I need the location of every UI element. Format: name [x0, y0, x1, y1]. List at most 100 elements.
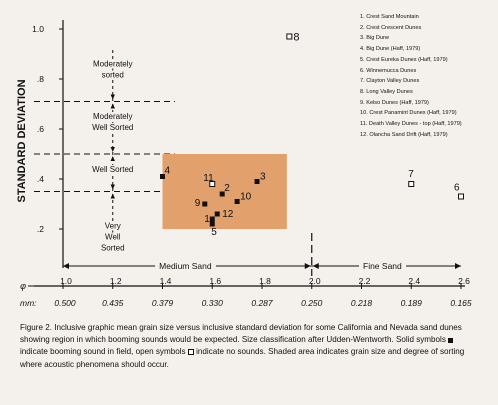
legend-item: 8. Long Valley Dunes	[360, 88, 413, 95]
point-1-label: 1	[204, 214, 210, 225]
phi-symbol: φ	[20, 281, 26, 291]
range-arrow-head	[312, 263, 319, 269]
y-axis-title: STANDARD DEVIATION	[16, 79, 28, 202]
legend-item: 12. Olancha Sand Drift (Haff, 1979)	[360, 131, 448, 138]
x-tick-label: 1.0	[60, 276, 72, 286]
legend: 1. Crest Sand Mountain 2. Crest Crescent …	[360, 12, 496, 140]
x-tick-label: 2.4	[408, 276, 420, 286]
caption-text-3: indicate no sounds. Shaded area indicate…	[20, 347, 465, 369]
y-tick-label: .2	[37, 224, 44, 234]
point-6-label: 6	[454, 183, 460, 194]
arrow-head	[110, 147, 115, 152]
mm-tick-label: 0.165	[450, 298, 472, 308]
legend-item: 6. Winnemucca Dunes	[360, 67, 417, 74]
point-6-marker	[458, 193, 464, 200]
mm-tick-label: 0.218	[351, 298, 373, 308]
range-arrow-head	[63, 263, 69, 269]
open-square-icon	[187, 348, 194, 355]
mm-tick-label: 0.330	[202, 298, 224, 308]
point-12-label: 12	[222, 209, 234, 220]
mm-tick-label: 0.189	[401, 298, 423, 308]
mm-tick-label: 0.379	[152, 298, 174, 308]
point-11-marker	[209, 181, 216, 187]
label-backing	[91, 59, 134, 69]
x-tick-label: 2.6	[458, 276, 470, 286]
mm-tick-label: 0.250	[301, 298, 323, 308]
label-backing	[155, 261, 216, 271]
mm-tick-label: 0.287	[251, 298, 273, 308]
size-class-label: Medium Sand	[159, 261, 212, 271]
point-3-marker	[254, 179, 260, 184]
mm-tick-label: 0.500	[54, 298, 76, 308]
label-backing	[91, 112, 134, 121]
point-1-marker	[209, 216, 215, 222]
y-tick-label: .4	[37, 174, 44, 184]
label-backing	[103, 221, 122, 231]
point-7-label: 7	[408, 169, 414, 180]
x-tick-label: 1.2	[110, 276, 122, 286]
caption-text-2: indicate booming sound in field, open sy…	[20, 347, 186, 357]
figure-caption: Figure 2. Inclusive graphic mean grain s…	[20, 322, 482, 371]
range-arrow-head	[455, 263, 461, 269]
point-10-label: 10	[240, 192, 252, 203]
point-10-marker	[234, 199, 240, 204]
y-tick-label: 1.0	[32, 24, 44, 34]
label-backing	[91, 123, 135, 132]
legend-item: 4. Big Dune (Haff, 1979)	[360, 46, 421, 53]
arrow-head	[110, 193, 115, 199]
sorting-class-label: Well	[105, 233, 121, 242]
legend-item: 9. Kelso Dunes (Haff, 1979)	[360, 99, 429, 106]
legend-item: 2. Crest Crescent Dunes	[360, 24, 422, 31]
point-3-label: 3	[260, 172, 266, 183]
legend-item: 10. Crest Panamint Dunes (Haff, 1979)	[360, 110, 457, 117]
point-4-marker	[160, 174, 165, 179]
x-tick-label: 1.6	[209, 276, 221, 286]
caption-text-1: Figure 2. Inclusive graphic mean grain s…	[20, 323, 462, 345]
point-7-marker	[408, 181, 415, 187]
point-5-label: 5	[211, 227, 217, 238]
size-class-label: Fine Sand	[363, 261, 402, 271]
sorting-boundaries	[34, 50, 175, 238]
point-11-label: 11	[203, 173, 214, 184]
arrow-head	[110, 94, 115, 100]
point-4-label: 4	[165, 166, 171, 177]
point-8-marker	[286, 33, 293, 40]
sorting-class-label: Well Sorted	[92, 123, 133, 132]
sorting-class-label: Moderately	[93, 112, 133, 121]
x-tick-label: 2.0	[309, 276, 321, 286]
range-arrow-head	[304, 263, 311, 269]
solid-square-icon	[448, 337, 454, 343]
scatter-chart: Moderately sorted Moderately Well Sorted Wel…	[16, 20, 472, 308]
point-9-label: 9	[195, 198, 201, 209]
sorting-class-label: sorted	[102, 71, 124, 80]
legend-item: 11. Death Valley Dunes - top (Haff, 1979…	[360, 121, 462, 128]
legend-item: 7. Clayton Valley Dunes	[360, 78, 420, 85]
arrow-head	[110, 184, 115, 190]
point-2-label: 2	[224, 183, 230, 194]
label-backing	[99, 243, 126, 253]
label-backing	[100, 70, 125, 80]
x-tick-label: 1.8	[259, 276, 271, 286]
sorting-class-label: Well Sorted	[92, 165, 133, 174]
x-tick-label: 1.4	[160, 276, 172, 286]
y-tick-label: .6	[37, 124, 44, 134]
point-2-marker	[219, 191, 225, 197]
sorting-class-label: Moderately	[93, 60, 133, 69]
arrow-head	[110, 156, 115, 161]
x-tick-label: 2.2	[359, 276, 371, 286]
mm-tick-label: 0.435	[102, 298, 124, 308]
y-tick-label: .8	[37, 74, 44, 84]
label-backing	[359, 261, 407, 271]
sorting-class-label: Sorted	[101, 244, 125, 253]
arrow-head	[110, 103, 115, 109]
point-5-marker	[209, 221, 215, 227]
legend-item: 5. Crest Eureka Dunes (Haff, 1979)	[360, 56, 448, 63]
legend-item: 3. Big Dune	[360, 35, 390, 42]
sorting-class-label: Very	[105, 222, 121, 231]
label-backing	[104, 232, 122, 242]
mm-axis-label: mm:	[20, 298, 37, 308]
point-9-marker	[202, 201, 208, 207]
point-12-marker	[214, 211, 220, 217]
